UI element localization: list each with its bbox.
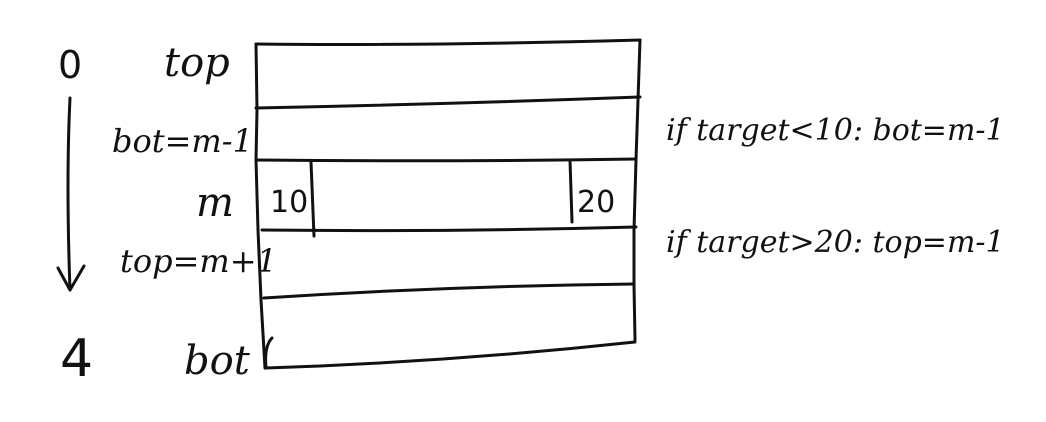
matrix-top-edge: [256, 40, 640, 45]
bot-label: bot: [184, 338, 251, 384]
mid-row-right-cell-divider: [570, 160, 572, 222]
top-label: top: [164, 40, 230, 86]
matrix-right-edge: [634, 40, 640, 340]
row-divider-2: [256, 159, 636, 161]
matrix-left-edge: [256, 44, 265, 368]
mid-row-right-value: 20: [577, 185, 615, 220]
mid-label: m: [196, 180, 234, 226]
start-index-label: 0: [58, 43, 82, 87]
top-update-label: top=m+1: [120, 242, 277, 280]
end-index-label: 4: [60, 329, 93, 389]
bottom-left-curl: [266, 338, 272, 368]
row-divider-4: [264, 284, 634, 298]
mid-row-left-cell-divider: [311, 162, 314, 236]
less-case-annotation: if target<10: bot=m-1: [666, 113, 1005, 148]
mid-row-left-value: 10: [270, 185, 308, 220]
down-arrow-shaft: [68, 98, 70, 290]
bot-update-label: bot=m-1: [112, 122, 253, 160]
row-divider-1: [256, 97, 640, 108]
greater-case-annotation: if target>20: top=m-1: [666, 225, 1005, 260]
mid-row: 10 20: [270, 160, 615, 236]
down-arrow: [58, 98, 84, 290]
row-divider-3: [262, 227, 636, 231]
matrix-bottom-edge: [266, 342, 635, 368]
